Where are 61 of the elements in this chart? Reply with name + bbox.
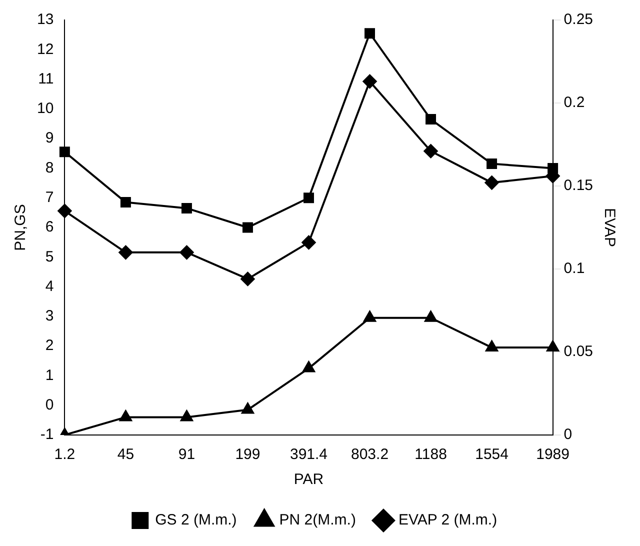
point — [120, 197, 131, 208]
point — [364, 310, 376, 322]
y-tick-label: -1 — [40, 426, 54, 444]
y-tick-label: 6 — [45, 218, 54, 236]
y-tick-label: 7 — [45, 189, 54, 206]
x-tick-label: 803.2 — [350, 446, 389, 464]
legend-label: GS 2 (M.m.) — [155, 512, 237, 529]
point — [362, 74, 377, 88]
y-tick-label: 9 — [45, 130, 54, 147]
point — [424, 144, 438, 158]
y-tick-label: 5 — [45, 248, 54, 266]
y-tick-label: 11 — [38, 70, 54, 88]
point — [424, 310, 437, 322]
y-tick-label: 12 — [36, 40, 54, 58]
point — [486, 158, 498, 170]
point — [118, 245, 133, 260]
point — [240, 272, 255, 286]
y2-axis-title: EVAP — [600, 208, 618, 247]
point — [304, 192, 314, 204]
point — [180, 410, 193, 422]
point — [548, 162, 558, 174]
y-tick-label: 3 — [45, 308, 54, 325]
point — [364, 28, 376, 39]
legend-label: PN 2(M.m.) — [279, 512, 356, 529]
y2-tick-label: 0.1 — [564, 260, 585, 278]
y2-tick-label: 0 — [564, 426, 572, 444]
x-tick-label: 45 — [117, 446, 134, 464]
y-tick-label: 2 — [45, 337, 54, 354]
y2-tick-label: 0.25 — [564, 11, 594, 28]
point — [302, 235, 316, 250]
point — [120, 410, 132, 422]
point — [426, 114, 436, 125]
x-tick-label: 91 — [178, 446, 196, 464]
point — [546, 340, 559, 352]
y-tick-label: 8 — [45, 159, 54, 176]
x-tick-label: 391.4 — [290, 446, 328, 464]
x-tick-label: 1188 — [414, 446, 447, 464]
y-tick-label: 4 — [45, 278, 54, 295]
y-axis-title: PN,GS — [12, 204, 30, 251]
y-tick-label: 10 — [36, 100, 54, 118]
point — [242, 402, 254, 414]
point — [486, 340, 498, 352]
point — [181, 202, 192, 214]
y-tick-label: 13 — [36, 11, 54, 28]
point — [58, 204, 72, 218]
point — [242, 222, 253, 233]
legend-label: EVAP 2 (M.m.) — [398, 512, 498, 529]
x-tick-label: 1554 — [475, 446, 508, 464]
point — [484, 176, 499, 190]
x-tick-label: 199 — [235, 446, 260, 464]
y-tick-label: 1 — [45, 366, 54, 384]
y2-tick-label: 0.15 — [564, 177, 594, 194]
point — [302, 361, 315, 372]
y2-tick-label: 0.2 — [564, 94, 585, 112]
y2-tick-label: 0.05 — [564, 343, 594, 360]
point — [180, 245, 194, 260]
y-tick-label: 0 — [45, 396, 54, 414]
x-tick-label: 1989 — [536, 446, 570, 464]
point — [59, 146, 70, 158]
x-axis-title: PAR — [294, 471, 324, 488]
x-tick-label: 1.2 — [54, 446, 76, 464]
